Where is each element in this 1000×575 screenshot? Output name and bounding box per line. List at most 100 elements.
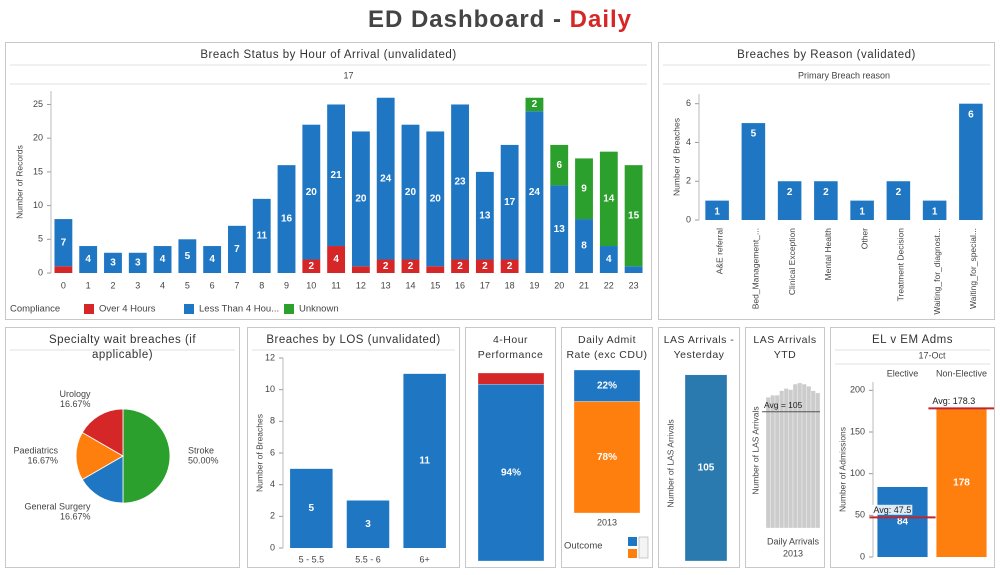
bar	[936, 408, 987, 557]
data-label: 3	[110, 258, 116, 269]
y-tick-label: 0	[686, 214, 691, 224]
bar	[451, 259, 469, 273]
chart-title: LAS Arrivals YTD	[753, 334, 817, 361]
chart: 94%	[477, 372, 545, 562]
bar	[228, 225, 246, 273]
x-tick-label: 13	[381, 280, 391, 290]
data-label: 5	[751, 129, 757, 140]
bar	[624, 266, 643, 273]
y-axis-label: Number of Breaches	[254, 414, 264, 492]
x-tick-label: Waiting_for_diagnost...	[932, 228, 942, 315]
data-label: 14	[603, 193, 615, 204]
data-label: 6	[556, 160, 562, 171]
bar	[203, 246, 222, 273]
chart-subtitle: Primary Breach reason	[798, 70, 890, 80]
bar	[599, 151, 618, 247]
x-tick-label: 3	[135, 280, 140, 290]
data-label: 3	[365, 519, 371, 530]
data-label: 4	[85, 254, 91, 265]
bar	[376, 259, 395, 273]
bar	[814, 181, 838, 220]
header-highlight: Daily	[569, 6, 633, 33]
bar	[451, 104, 469, 260]
bar	[573, 401, 641, 514]
bar	[277, 165, 296, 273]
chart-title: LAS Arrivals - Yesterday	[663, 334, 735, 361]
bar	[959, 103, 983, 220]
average-label-bg	[872, 504, 913, 515]
bar	[290, 468, 333, 548]
bar	[777, 181, 802, 220]
chart: Number of LAS Arrivals Avg = 105 Daily Arr…	[750, 382, 821, 558]
bar	[475, 171, 494, 260]
chart: 2013 78% 22% Outcome	[564, 369, 649, 559]
x-tick-label: Clinical Exception	[787, 228, 797, 295]
slice-value-label: 16.67%	[60, 512, 91, 522]
slice-label: Paediatrics	[13, 445, 58, 455]
data-label: 1	[932, 206, 938, 217]
x-tick-label: 2	[110, 280, 115, 290]
data-label: 21	[331, 170, 343, 181]
y-tick-label: 12	[265, 352, 275, 362]
y-tick-label: 100	[850, 468, 865, 478]
y-tick-label: 20	[33, 133, 43, 143]
bar	[550, 144, 569, 186]
legend-scroll	[638, 536, 649, 559]
x-tick-label: 9	[284, 280, 289, 290]
x-axis-sublabel: 2013	[783, 548, 803, 558]
y-tick-label: 15	[33, 166, 43, 176]
data-label: 3	[135, 258, 141, 269]
average-label-bg	[931, 395, 977, 406]
pie-slice	[75, 431, 124, 481]
y-axis-label: Number of Breaches	[671, 118, 681, 196]
pie-slice	[81, 408, 124, 457]
slice-value-label: 50.00%	[188, 455, 219, 465]
y-tick-label: 4	[270, 479, 275, 489]
data-label: 2	[896, 187, 902, 198]
chart: 17-Oct 0 50 100 150 200 Number of Admissions El…	[835, 349, 994, 561]
chart-subtitle: 17	[343, 70, 353, 80]
x-tick-label: 15	[430, 280, 440, 290]
x-tick-label: 4	[160, 280, 165, 290]
bar	[705, 200, 729, 220]
data-label: 13	[554, 224, 566, 235]
legend-label: Over 4 Hours	[99, 304, 156, 315]
data-label: 5	[309, 503, 315, 514]
y-axis-label: Number of Admissions	[837, 427, 847, 512]
x-tick-label: 0	[61, 280, 66, 290]
data-label: 11	[256, 231, 267, 242]
data-label: 2	[408, 261, 414, 272]
bar	[178, 239, 197, 273]
bar	[765, 397, 771, 529]
x-tick-label: 6+	[420, 554, 430, 564]
data-label: 2	[457, 261, 463, 272]
chart-panel: 17 0 5 10 15 20 25 Number of Records 0 1 2 3 4 5 6 7 8 9 1…	[5, 42, 652, 320]
x-tick-label: 5.5 - 6	[355, 554, 381, 564]
x-tick-label: A&E referral	[714, 228, 724, 274]
bar	[376, 97, 395, 260]
bar	[426, 131, 445, 267]
data-label: 17	[504, 197, 516, 208]
x-tick-label: 20	[554, 280, 564, 290]
x-tick-label: Bed_Management_...	[751, 228, 761, 309]
column-header: Non-Elective	[936, 368, 987, 378]
y-tick-label: 150	[850, 426, 865, 436]
x-axis-label: Daily Arrivals	[767, 536, 820, 546]
x-tick-label: 10	[306, 280, 316, 290]
average-label: Avg: 178.3	[932, 396, 975, 406]
x-tick-label: 5 - 5.5	[299, 554, 325, 564]
data-label: 2	[507, 261, 513, 272]
x-tick-label: 8	[259, 280, 264, 290]
data-label: 2	[309, 261, 315, 272]
chart-panel: Number of LAS Arrivals 105 LAS Arrivals - …	[658, 327, 740, 568]
data-label: 6	[968, 109, 974, 120]
data-label: 13	[479, 210, 491, 221]
bar	[815, 392, 821, 529]
slice-label: General Surgery	[24, 502, 91, 512]
y-tick-label: 6	[686, 98, 691, 108]
bar	[886, 181, 911, 220]
bar	[403, 373, 446, 548]
x-tick-label: Waiting_for_special...	[968, 228, 978, 309]
